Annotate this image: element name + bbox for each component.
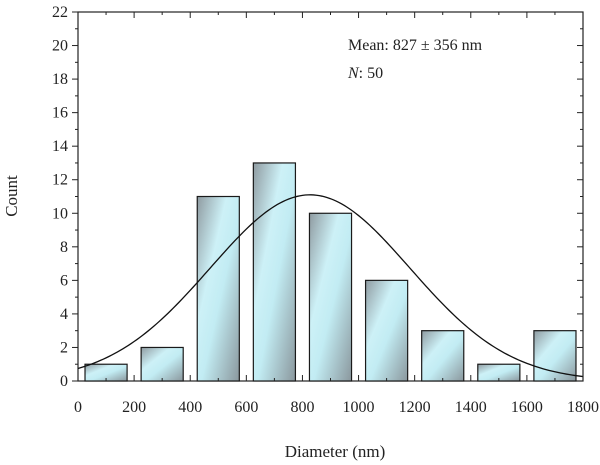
mean-annotation: Mean: 827 ± 356 nm <box>348 37 483 54</box>
x-tick-label: 0 <box>74 399 82 416</box>
y-tick-label: 20 <box>52 38 68 55</box>
histogram-bar-9 <box>533 330 577 382</box>
n-label: N <box>347 65 360 82</box>
histogram-bar-2 <box>140 346 184 382</box>
y-tick-label: 8 <box>60 239 68 256</box>
histogram-bar-3 <box>196 195 240 382</box>
n-annotation: N: 50 <box>347 65 383 82</box>
y-tick-label: 2 <box>60 339 68 356</box>
x-tick-label: 1000 <box>343 399 375 416</box>
y-tick-label: 18 <box>52 71 68 88</box>
y-tick-label: 16 <box>52 105 68 122</box>
x-tick-label: 1400 <box>455 399 487 416</box>
x-tick-label: 1800 <box>567 399 599 416</box>
y-tick-label: 4 <box>60 306 68 323</box>
y-tick-label: 12 <box>52 172 68 189</box>
histogram-bar-5 <box>308 212 353 382</box>
x-tick-label: 800 <box>290 399 314 416</box>
x-tick-label: 600 <box>234 399 258 416</box>
y-tick-label: 14 <box>52 138 68 155</box>
x-tick-label: 1600 <box>511 399 543 416</box>
histogram-bar-6 <box>364 279 409 382</box>
y-tick-label: 0 <box>60 373 68 390</box>
histogram-bar-4 <box>252 162 297 382</box>
y-axis-title: Count <box>2 175 21 217</box>
x-tick-label: 200 <box>122 399 146 416</box>
y-tick-label: 10 <box>52 205 68 222</box>
histogram-bar-7 <box>421 330 465 382</box>
y-tick-label: 22 <box>52 4 68 21</box>
n-value: : 50 <box>359 65 383 82</box>
gaussian-fit-curve <box>77 194 584 378</box>
x-tick-label: 400 <box>178 399 202 416</box>
x-tick-label: 1200 <box>399 399 431 416</box>
x-axis-title: Diameter (nm) <box>285 442 386 461</box>
y-tick-label: 6 <box>60 272 68 289</box>
